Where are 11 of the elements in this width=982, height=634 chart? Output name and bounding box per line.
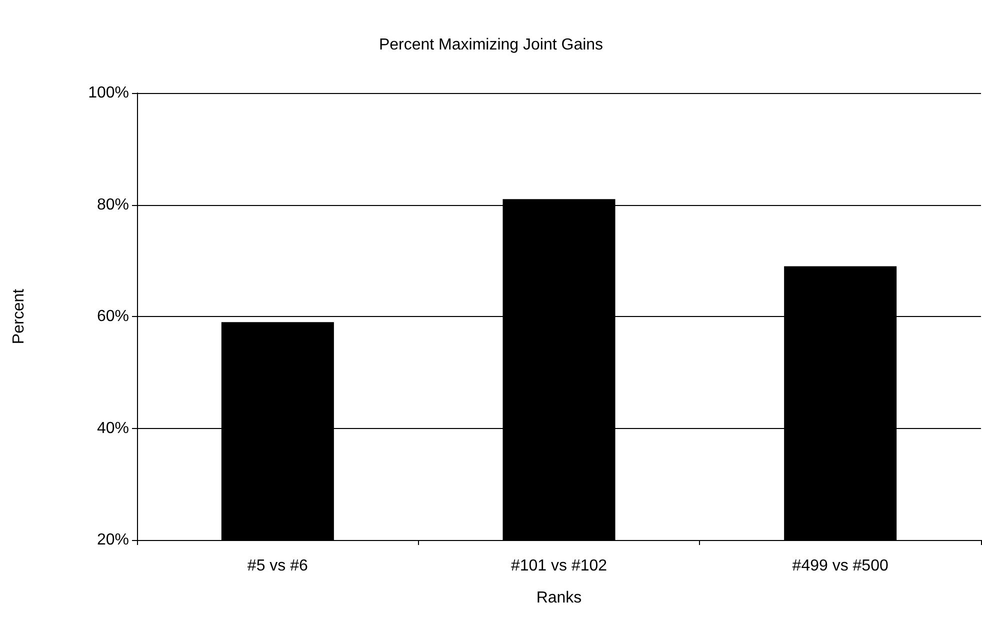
y-axis-title: Percent (10, 288, 28, 344)
y-tick-label: 80% (96, 196, 129, 214)
chart-title: Percent Maximizing Joint Gains (378, 36, 604, 54)
y-tick-label: 100% (88, 84, 129, 102)
x-tick-label: #101 vs #102 (510, 558, 608, 574)
y-tick-label: 40% (96, 420, 129, 437)
y-tick-label: 60% (96, 308, 129, 325)
y-tick-label: 20% (96, 532, 129, 548)
x-tick-label: #5 vs #6 (247, 558, 308, 574)
x-axis-title: Ranks (536, 590, 582, 606)
x-tick-label: #499 vs #500 (792, 558, 888, 574)
